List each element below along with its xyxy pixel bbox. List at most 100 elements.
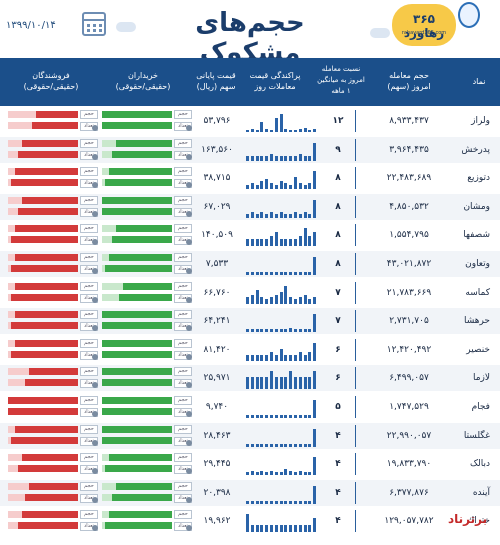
spread-bar [279,156,283,161]
spread-bar [274,156,278,161]
divider [355,224,356,247]
symbol-name: شصفها [463,230,490,241]
spread-bar [260,500,264,504]
spread-bar [260,415,264,418]
col-sellers-sub: (حقیقی/حقوقی) [23,82,79,91]
close-price: ۲۹,۴۴۵ [203,459,231,470]
spread-bar [246,354,249,361]
sellers-legal-volume-bar [8,168,15,176]
table-row[interactable]: ومشان ۴,۸۵۰,۵۳۲ ۸ ۶۷,۰۲۹ حجم تعداد حجم تعداد [0,193,500,220]
table-row[interactable]: لازما ۶,۴۹۹,۰۵۷ ۶ ۲۵,۹۷۱ حجم تعداد حجم تعداد [0,365,500,392]
ratio-value: ۴ [335,516,341,527]
buyers-volume-bar [109,454,172,462]
buyers-volume-tag: حجم [174,167,192,177]
close-price: ۸۱,۴۲۰ [203,344,231,355]
table-row[interactable]: ختراك ۱۲۹,۰۵۷,۷۸۲ ۴ ۱۹,۹۶۲ حجم تعداد حجم تعداد [0,508,500,534]
spread-bar [279,525,283,533]
sellers-count-bar [18,522,78,530]
table-row[interactable]: وتعاون ۴۳,۰۲۱,۸۷۲ ۸ ۷,۵۳۳ حجم تعداد حجم تعداد [0,251,500,277]
close-price: ۶۷,۰۲۹ [203,201,231,212]
spread-bar [284,443,288,447]
spread-bar [298,329,302,333]
table-row[interactable]: آینده ۶,۳۷۷,۸۷۶ ۴ ۲۰,۳۹۸ حجم تعداد حجم تعداد [0,479,500,506]
spread-bar [279,329,283,333]
table-row[interactable]: دبالک ۱۹,۸۳۳,۷۹۰ ۴ ۲۹,۴۴۵ حجم تعداد حجم تعداد [0,451,500,477]
price-spread-chart [246,341,318,361]
spread-bar [308,329,312,333]
spread-bar [298,415,302,418]
close-price: ۶۶,۷۶۰ [203,287,231,298]
spread-bar [279,181,283,190]
volume-value: ۶,۳۷۷,۸۷۶ [389,487,429,498]
volume-value: ۱۲۹,۰۵۷,۷۸۲ [384,516,434,527]
table-row[interactable]: دتوزیع ۲۲,۴۸۳,۶۸۹ ۸ ۳۸,۷۱۵ حجم تعداد حجم تعداد [0,165,500,191]
divider [355,367,356,390]
spread-bar [274,185,278,190]
spread-bar [313,457,317,476]
sellers-volume-bar [22,511,78,519]
volume-value: ۶,۴۹۹,۰۵۷ [389,373,429,384]
price-spread-chart [246,141,318,161]
sellers-legal-volume-bar [8,111,36,118]
person-icon [186,439,192,446]
table-row[interactable]: غگلستا ۲۲,۹۹۰,۰۵۷ ۴ ۲۸,۴۶۳ حجم تعداد حجم تعداد [0,422,500,449]
sellers-count-bar [8,408,78,415]
spread-bar [298,235,302,247]
spread-bar [260,354,264,361]
sellers-count-bar [18,207,78,215]
spread-bar [250,129,254,132]
spread-bar [284,500,288,504]
col-volume-line2: امروز (سهم) [387,82,431,91]
spread-bar [270,329,273,333]
buyers-volume-bar [123,282,172,290]
sellers-count-bar [11,436,78,444]
buyers-legal-count-bar [102,493,112,501]
spread-bar [260,470,264,476]
price-spread-chart [246,226,318,247]
buyers-volume-bar [109,168,172,176]
col-buyers: خریداران (حقیقی/حقوقی) [98,70,188,92]
person-icon [92,268,98,274]
sellers-legal-count-bar [8,236,11,244]
buyers-count-bar [105,265,172,272]
table-row[interactable]: کماسه ۲۱,۷۸۳,۶۶۹ ۷ ۶۶,۷۶۰ حجم تعداد حجم تعداد [0,280,500,306]
price-spread-chart [246,255,318,275]
spread-bar [274,443,278,447]
volume-value: ۸,۹۳۳,۴۳۷ [389,116,429,126]
divider [355,281,356,304]
spread-bar [313,342,317,361]
logo: ۳۶۵ رهاورد rahavard365.com [392,4,456,46]
buyers-volume-tag: حجم [174,224,192,234]
spread-bar [298,470,302,476]
spread-bar [274,214,278,218]
spread-bar [255,415,259,418]
buyers-volume-bar [116,225,172,233]
spread-bar [274,329,278,333]
table-row[interactable]: فجام ۱,۷۴۷,۵۲۹ ۵ ۹,۷۴۰ حجم تعداد حجم تعداد [0,394,500,420]
spread-bar [260,156,264,161]
person-icon [92,325,98,332]
table-row[interactable]: ولراز ۸,۹۳۳,۴۳۷ ۱۲ ۵۳,۷۹۶ حجم تعداد حجم تعداد [0,108,500,134]
spread-bar [279,272,283,275]
buyers-legal-count-bar [102,265,105,272]
spread-bar [313,314,317,333]
table-row[interactable]: خنصیر ۱۲,۴۲۰,۴۹۲ ۶ ۸۱,۴۲۰ حجم تعداد حجم تعداد [0,337,500,363]
table-row[interactable]: شصفها ۱,۵۵۴,۷۹۵ ۸ ۱۴۰,۵۰۹ حجم تعداد حجم تعداد [0,222,500,248]
spread-bar [270,183,273,190]
sellers-legal-count-bar [8,493,25,501]
spread-bar [255,272,259,275]
price-spread-chart [246,512,318,533]
spread-bar [270,130,273,132]
spread-bar [270,351,273,361]
logo-subtext: rahavard365.com [401,30,447,36]
sellers-volume-tag: حجم [80,510,98,520]
ratio-value: ۴ [335,430,341,441]
spread-bar [260,122,264,132]
table-row[interactable]: حرهشا ۲,۷۳۱,۷۰۵ ۷ ۶۴,۲۴۱ حجم تعداد حجم تعداد [0,308,500,335]
spread-bar [294,525,297,533]
spread-bar [313,371,317,390]
spread-bar [284,415,288,418]
table-row[interactable]: پدرخش ۳,۹۶۴,۴۳۵ ۹ ۱۶۳,۵۶۰ حجم تعداد حجم تعداد [0,136,500,163]
buyers-volume-tag: حجم [174,195,192,205]
buyers-legal-volume-bar [102,139,116,147]
